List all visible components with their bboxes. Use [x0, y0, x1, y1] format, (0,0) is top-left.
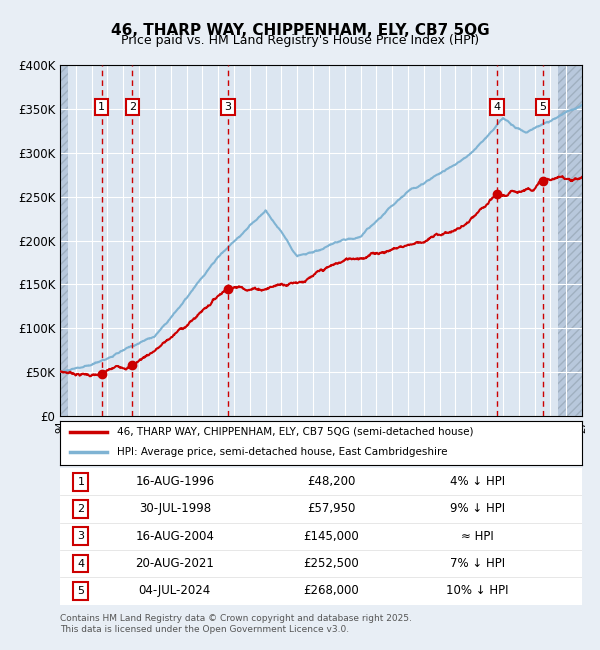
Text: 4: 4	[494, 102, 501, 112]
Text: 3: 3	[77, 531, 85, 541]
Text: 04-JUL-2024: 04-JUL-2024	[139, 584, 211, 597]
Text: 3: 3	[224, 102, 232, 112]
Text: 1: 1	[77, 476, 85, 487]
Text: 10% ↓ HPI: 10% ↓ HPI	[446, 584, 509, 597]
Text: £48,200: £48,200	[307, 475, 356, 488]
Bar	[60, 65, 68, 416]
Text: 2: 2	[77, 504, 85, 514]
Text: Contains HM Land Registry data © Crown copyright and database right 2025.
This d: Contains HM Land Registry data © Crown c…	[60, 614, 412, 634]
Text: 4: 4	[77, 558, 85, 569]
Text: 5: 5	[539, 102, 546, 112]
Text: ≈ HPI: ≈ HPI	[461, 530, 494, 543]
Text: £57,950: £57,950	[307, 502, 356, 515]
Text: 16-AUG-1996: 16-AUG-1996	[135, 475, 214, 488]
Text: £268,000: £268,000	[304, 584, 359, 597]
Text: £252,500: £252,500	[304, 557, 359, 570]
Text: 46, THARP WAY, CHIPPENHAM, ELY, CB7 5QG (semi-detached house): 46, THARP WAY, CHIPPENHAM, ELY, CB7 5QG …	[118, 426, 474, 437]
Text: 16-AUG-2004: 16-AUG-2004	[136, 530, 214, 543]
Text: 46, THARP WAY, CHIPPENHAM, ELY, CB7 5QG: 46, THARP WAY, CHIPPENHAM, ELY, CB7 5QG	[110, 23, 490, 38]
Text: Price paid vs. HM Land Registry's House Price Index (HPI): Price paid vs. HM Land Registry's House …	[121, 34, 479, 47]
Text: £145,000: £145,000	[304, 530, 359, 543]
Text: 20-AUG-2021: 20-AUG-2021	[136, 557, 214, 570]
Text: 2: 2	[129, 102, 136, 112]
Text: 9% ↓ HPI: 9% ↓ HPI	[450, 502, 505, 515]
Text: 4% ↓ HPI: 4% ↓ HPI	[450, 475, 505, 488]
Bar	[558, 65, 582, 416]
Text: 7% ↓ HPI: 7% ↓ HPI	[450, 557, 505, 570]
Text: 1: 1	[98, 102, 105, 112]
Text: HPI: Average price, semi-detached house, East Cambridgeshire: HPI: Average price, semi-detached house,…	[118, 447, 448, 458]
Text: 30-JUL-1998: 30-JUL-1998	[139, 502, 211, 515]
Text: 5: 5	[77, 586, 85, 596]
